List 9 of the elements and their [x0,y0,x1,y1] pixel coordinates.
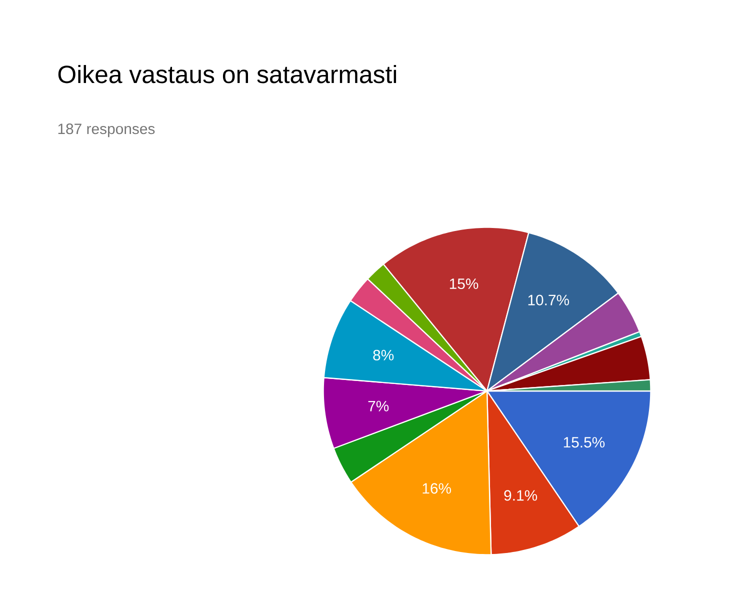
data-label: 8% [373,350,394,360]
data-label: 16% [422,483,452,494]
chart-title: Oikea vastaus on satavarmasti [58,64,396,84]
data-label: 7% [368,400,389,412]
data-label: 15.5% [564,437,605,448]
data-label: 15% [450,278,478,290]
data-label: 10.7% [528,294,570,306]
text: 187 responses [58,124,155,138]
data-label: 9.1% [504,490,538,501]
